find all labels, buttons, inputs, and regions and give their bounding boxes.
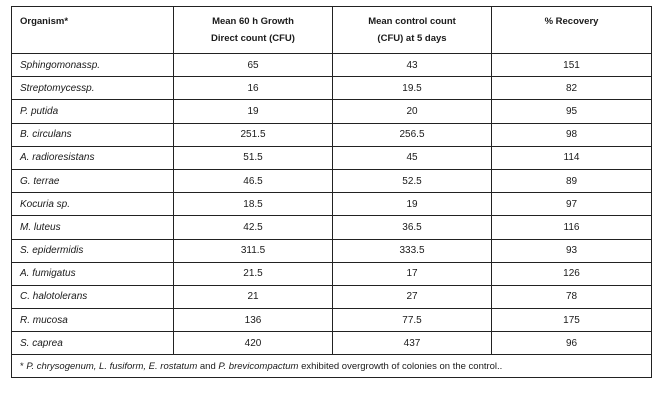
growth-cell: 21.5 — [173, 261, 333, 286]
header-growth-line1: Mean 60 h Growth — [212, 16, 294, 27]
organism-name: A. radioresistans — [20, 152, 95, 164]
table-row: S. caprea 420 437 96 — [11, 331, 652, 356]
table-row: A. fumigatus 21.5 17 126 — [11, 261, 652, 286]
control-cell: 20 — [332, 99, 492, 124]
growth-cell: 251.5 — [173, 122, 333, 147]
control-cell: 256.5 — [332, 122, 492, 147]
organism-name: Streptomyces — [20, 82, 82, 94]
recovery-cell: 126 — [491, 261, 652, 286]
control-cell: 45 — [332, 145, 492, 170]
footnote-and: and — [197, 360, 219, 372]
header-control: Mean control count (CFU) at 5 days — [332, 6, 492, 54]
control-cell: 36.5 — [332, 215, 492, 240]
growth-cell: 18.5 — [173, 192, 333, 217]
organism-cell: A. fumigatus — [11, 261, 174, 286]
organism-suffix: sp. — [81, 82, 95, 94]
organism-cell: B. circulans — [11, 122, 174, 147]
organism-cell: M. luteus — [11, 215, 174, 240]
organism-name: P. putida — [20, 105, 59, 117]
organism-name: R. mucosa — [20, 314, 68, 326]
table-row: C. halotolerans 21 27 78 — [11, 284, 652, 310]
table-row: G. terrae 46.5 52.5 89 — [11, 168, 652, 194]
header-recovery: % Recovery — [491, 6, 652, 54]
table-row: A. radioresistans 51.5 45 114 — [11, 145, 652, 170]
growth-cell: 136 — [173, 308, 333, 333]
table-body: Sphingomonassp. 65 43 151 Streptomycessp. 16 1… — [11, 52, 652, 356]
control-cell: 437 — [332, 331, 492, 356]
growth-cell: 16 — [173, 76, 333, 101]
recovery-cell: 82 — [491, 76, 652, 101]
organism-cell: Streptomycessp. — [11, 76, 174, 101]
organism-name: G. terrae — [20, 175, 60, 187]
footnote-rest: exhibited overgrowth of colonies on the … — [298, 360, 503, 372]
organism-name: S. caprea — [20, 337, 63, 349]
table-row: Kocuria sp. 18.5 19 97 — [11, 192, 652, 217]
table-row: Sphingomonassp. 65 43 151 — [11, 52, 652, 78]
growth-cell: 311.5 — [173, 238, 333, 263]
recovery-cell: 116 — [491, 215, 652, 240]
table-row: P. putida 19 20 95 — [11, 99, 652, 124]
organism-cell: G. terrae — [11, 168, 174, 194]
organism-cell: P. putida — [11, 99, 174, 124]
header-control-line2: (CFU) at 5 days — [377, 33, 447, 44]
organism-name: A. fumigatus — [20, 268, 76, 280]
control-cell: 43 — [332, 52, 492, 78]
organism-cell: A. radioresistans — [11, 145, 174, 170]
header-organism: Organism* — [11, 6, 174, 54]
footnote-star: * — [20, 360, 27, 372]
organism-name: Kocuria — [20, 198, 54, 210]
footnote-row: * P. chrysogenum, L. fusiform, E. rostat… — [11, 354, 652, 379]
organism-name: S. epidermidis — [20, 245, 84, 257]
organism-suffix: sp. — [86, 59, 101, 71]
recovery-cell: 78 — [491, 284, 652, 310]
control-cell: 52.5 — [332, 168, 492, 194]
growth-cell: 65 — [173, 52, 333, 78]
control-cell: 19 — [332, 192, 492, 217]
recovery-cell: 114 — [491, 145, 652, 170]
table-row: R. mucosa 136 77.5 175 — [11, 308, 652, 333]
table-row: S. epidermidis 311.5 333.5 93 — [11, 238, 652, 263]
control-cell: 333.5 — [332, 238, 492, 263]
organism-cell: Sphingomonassp. — [11, 52, 174, 78]
control-cell: 27 — [332, 284, 492, 310]
growth-cell: 46.5 — [173, 168, 333, 194]
header-row: Organism* Mean 60 h Growth Direct count … — [11, 6, 652, 54]
growth-cell: 51.5 — [173, 145, 333, 170]
organism-cell: S. caprea — [11, 331, 174, 356]
organism-cell: C. halotolerans — [11, 284, 174, 310]
table-row: M. luteus 42.5 36.5 116 — [11, 215, 652, 240]
growth-cell: 42.5 — [173, 215, 333, 240]
organism-cell: Kocuria sp. — [11, 192, 174, 217]
growth-cell: 19 — [173, 99, 333, 124]
growth-cell: 420 — [173, 331, 333, 356]
recovery-cell: 96 — [491, 331, 652, 356]
header-control-line1: Mean control count — [368, 16, 456, 27]
recovery-cell: 95 — [491, 99, 652, 124]
organism-cell: R. mucosa — [11, 308, 174, 333]
recovery-cell: 151 — [491, 52, 652, 78]
footnote-species: P. chrysogenum, L. fusiform, E. rostatum — [26, 360, 198, 372]
recovery-cell: 93 — [491, 238, 652, 263]
organism-suffix: sp. — [53, 198, 71, 210]
control-cell: 77.5 — [332, 308, 492, 333]
footnote: * P. chrysogenum, L. fusiform, E. rostat… — [11, 354, 652, 379]
recovery-table: Organism* Mean 60 h Growth Direct count … — [11, 6, 652, 379]
organism-cell: S. epidermidis — [11, 238, 174, 263]
footnote-species2: P. brevicompactum — [218, 360, 299, 372]
header-growth-line2: Direct count (CFU) — [211, 33, 295, 44]
recovery-cell: 175 — [491, 308, 652, 333]
organism-name: Sphingomonas — [20, 59, 87, 71]
recovery-cell: 98 — [491, 122, 652, 147]
header-growth: Mean 60 h Growth Direct count (CFU) — [173, 6, 333, 54]
organism-name: C. halotolerans — [20, 291, 88, 303]
recovery-cell: 89 — [491, 168, 652, 194]
organism-name: B. circulans — [20, 129, 72, 141]
growth-cell: 21 — [173, 284, 333, 310]
table-row: Streptomycessp. 16 19.5 82 — [11, 76, 652, 101]
organism-name: M. luteus — [20, 221, 61, 233]
table-row: B. circulans 251.5 256.5 98 — [11, 122, 652, 147]
control-cell: 19.5 — [332, 76, 492, 101]
control-cell: 17 — [332, 261, 492, 286]
recovery-cell: 97 — [491, 192, 652, 217]
